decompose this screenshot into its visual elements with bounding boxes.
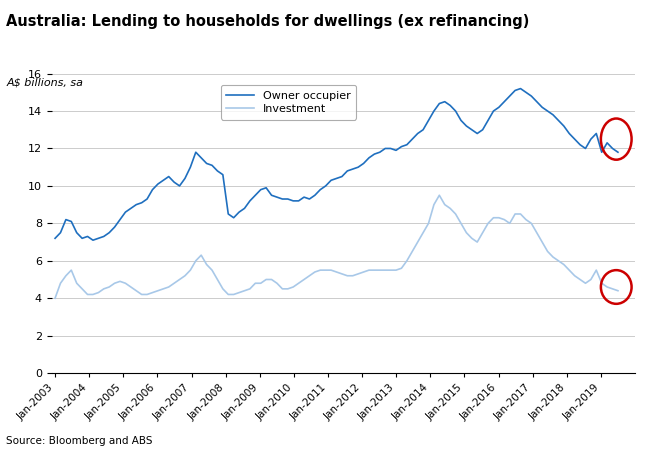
Line: Investment: Investment xyxy=(55,195,618,298)
Investment xyxy=(51,295,59,301)
Investment xyxy=(468,236,476,241)
Owner occupier xyxy=(57,230,64,235)
Investment xyxy=(463,230,471,235)
Text: Australia: Lending to households for dwellings (ex refinancing): Australia: Lending to households for dwe… xyxy=(6,14,530,29)
Owner occupier xyxy=(468,127,476,132)
Owner occupier xyxy=(463,123,471,129)
Investment xyxy=(127,284,135,290)
Owner occupier xyxy=(517,86,525,91)
Investment xyxy=(436,192,443,198)
Investment xyxy=(294,281,302,286)
Line: Owner occupier: Owner occupier xyxy=(55,89,618,240)
Text: Source: Bloomberg and ABS: Source: Bloomberg and ABS xyxy=(6,436,153,446)
Owner occupier xyxy=(614,150,622,155)
Owner occupier xyxy=(51,236,59,241)
Investment xyxy=(57,281,64,286)
Investment xyxy=(608,286,616,292)
Owner occupier xyxy=(89,238,97,243)
Legend: Owner occupier, Investment: Owner occupier, Investment xyxy=(220,85,356,120)
Owner occupier xyxy=(300,194,308,200)
Text: A$ billions, sa: A$ billions, sa xyxy=(6,77,83,87)
Owner occupier xyxy=(133,202,140,207)
Owner occupier xyxy=(273,194,281,200)
Investment xyxy=(614,288,622,293)
